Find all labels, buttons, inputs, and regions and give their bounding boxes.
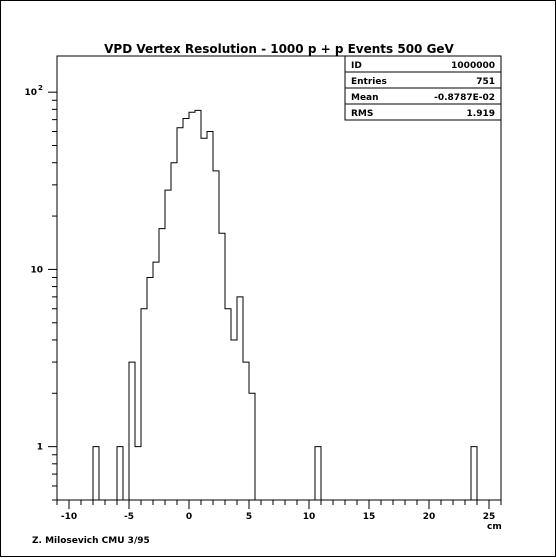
histogram-bin-9	[171, 163, 177, 500]
y-tick-label: 1	[37, 443, 43, 453]
histogram-bin-24	[471, 447, 477, 500]
histogram-bin-23	[315, 447, 321, 500]
x-tick-label: 0	[186, 512, 192, 522]
stats-value: -0.8787E-02	[434, 93, 495, 103]
histogram-bin-6	[153, 262, 159, 500]
stats-value: 1.919	[467, 109, 495, 119]
histogram-bin-12	[189, 112, 195, 500]
x-axis-label: cm	[487, 522, 502, 532]
author-footer: Z. Milosevich CMU 3/95	[32, 536, 150, 546]
x-tick-label: -10	[61, 512, 77, 522]
histogram-bin-0	[93, 447, 99, 500]
histogram-bin-19	[231, 340, 237, 500]
histogram-bin-13	[195, 110, 201, 500]
y-tick-label: 10	[30, 265, 43, 275]
stats-label: ID	[351, 61, 362, 71]
stats-value: 1000000	[451, 61, 495, 71]
x-tick-label: 10	[303, 512, 316, 522]
histogram-bin-5	[147, 278, 153, 500]
histogram-bin-4	[141, 309, 147, 500]
x-tick-label: -5	[124, 512, 134, 522]
plot-frame	[56, 55, 502, 501]
y-tick-exponent: 2	[38, 84, 43, 92]
stats-label: Entries	[351, 77, 387, 87]
histogram-bin-18	[225, 309, 231, 500]
chart-title: VPD Vertex Resolution - 1000 p + p Event…	[104, 42, 454, 56]
histogram-bin-21	[243, 362, 249, 500]
histogram-bin-14	[201, 138, 207, 500]
stats-label: RMS	[351, 109, 373, 119]
x-tick-label: 15	[363, 512, 376, 522]
histogram-bin-22	[249, 393, 255, 500]
histogram-bin-20	[237, 297, 243, 500]
histogram-bin-7	[159, 229, 165, 500]
histogram-bin-1	[117, 447, 123, 500]
stats-value: 751	[476, 77, 495, 87]
y-tick-label: 10	[24, 88, 37, 98]
histogram-bin-16	[213, 171, 219, 500]
x-tick-label: 25	[483, 512, 496, 522]
histogram-outline	[92, 109, 478, 500]
x-tick-label: 20	[423, 512, 436, 522]
histogram-bin-3	[135, 447, 141, 500]
x-tick-label: 5	[246, 512, 252, 522]
histogram-bin-10	[177, 128, 183, 500]
stats-label: Mean	[351, 93, 379, 103]
histogram-bin-15	[207, 132, 213, 501]
histogram-bin-2	[129, 362, 135, 500]
histogram-bin-17	[219, 233, 225, 500]
histogram-bin-8	[165, 190, 171, 500]
histogram-bin-11	[183, 119, 189, 500]
